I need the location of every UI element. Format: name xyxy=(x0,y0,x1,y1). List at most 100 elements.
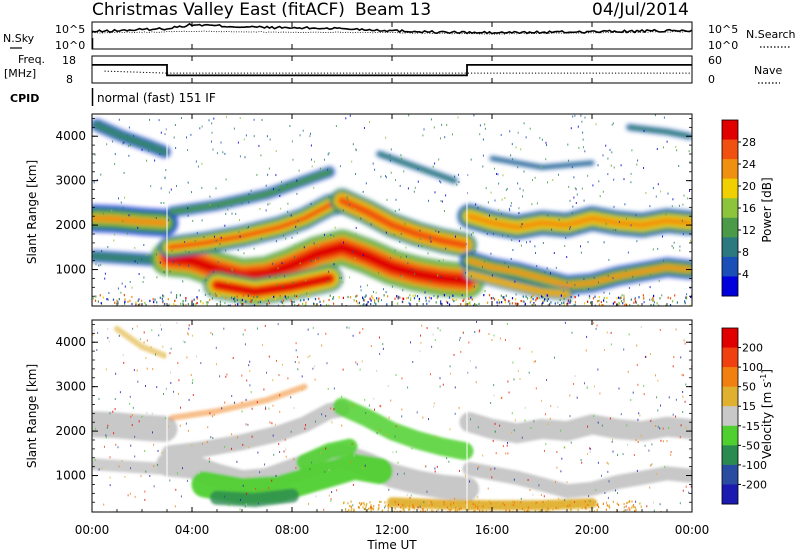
power-speck xyxy=(282,299,284,302)
power-speck xyxy=(131,295,133,299)
power-speck xyxy=(313,187,315,190)
power-speck xyxy=(649,205,651,208)
velocity-speck xyxy=(555,480,556,483)
velocity-speck xyxy=(675,415,676,418)
velocity-speck xyxy=(388,503,390,507)
power-speck xyxy=(463,298,465,301)
velocity-speck xyxy=(587,425,588,428)
velocity-speck xyxy=(357,506,360,509)
power-speck xyxy=(502,174,504,177)
velocity-speck xyxy=(345,508,347,511)
power-speck xyxy=(541,138,543,141)
power-speck xyxy=(508,207,510,210)
power-speck xyxy=(370,303,372,306)
power-speck xyxy=(583,146,584,149)
velocity-speck xyxy=(95,427,96,430)
velocity-speck xyxy=(215,346,217,349)
power-speck xyxy=(372,162,374,165)
velocity-speck xyxy=(458,407,460,409)
velocity-speck xyxy=(682,489,684,492)
power-speck xyxy=(418,299,420,302)
power-speck xyxy=(652,248,654,251)
velocity-speck xyxy=(145,470,147,473)
power-speck xyxy=(656,148,658,150)
velocity-speck xyxy=(507,452,509,455)
velocity-speck xyxy=(589,500,591,503)
power-speck xyxy=(457,116,459,119)
velocity-speck xyxy=(607,462,609,465)
velocity-band xyxy=(191,453,393,505)
velocity-speck xyxy=(428,418,429,421)
velocity-speck xyxy=(513,501,515,504)
power-speck xyxy=(127,138,128,141)
power-speck xyxy=(504,301,506,304)
velocity-speck xyxy=(314,378,316,381)
power-speck xyxy=(425,296,427,299)
velocity-speck xyxy=(469,501,471,504)
power-speck xyxy=(538,296,540,299)
power-speck xyxy=(170,291,172,294)
power-speck xyxy=(503,297,505,300)
velocity-speck xyxy=(323,508,325,511)
velocity-speck xyxy=(680,424,682,427)
power-speck xyxy=(121,282,123,285)
power-speck xyxy=(209,203,211,206)
velocity-speck xyxy=(287,377,289,380)
power-speck xyxy=(124,196,125,199)
power-speck xyxy=(345,117,347,120)
velocity-speck xyxy=(239,508,241,511)
velocity-speck xyxy=(471,507,473,510)
velocity-speck xyxy=(397,461,399,464)
power-speck xyxy=(399,240,401,243)
velocity-speck xyxy=(163,393,164,395)
power-speck xyxy=(514,280,516,283)
power-speck xyxy=(620,300,623,303)
velocity-speck xyxy=(610,343,612,346)
power-speck xyxy=(182,280,184,283)
power-speck xyxy=(370,299,372,302)
power-speck xyxy=(511,297,514,300)
power-speck xyxy=(266,300,268,303)
power-speck xyxy=(265,209,267,212)
velocity-speck xyxy=(388,488,390,491)
velocity-speck xyxy=(348,477,350,479)
velocity-speck xyxy=(364,507,366,510)
power-speck xyxy=(574,296,576,299)
power-speck xyxy=(167,304,169,306)
velocity-speck xyxy=(540,503,542,506)
power-speck xyxy=(315,259,317,262)
power-speck xyxy=(626,304,628,306)
power-speck xyxy=(211,235,213,238)
power-speck xyxy=(236,295,238,298)
power-speck xyxy=(623,303,626,306)
power-speck xyxy=(100,263,102,266)
velocity-speck xyxy=(256,327,258,330)
velocity-speck xyxy=(494,467,496,470)
velocity-speck xyxy=(330,407,332,410)
velocity-band xyxy=(92,411,178,442)
power-speck xyxy=(224,302,226,305)
power-speck xyxy=(504,262,506,264)
velocity-speck xyxy=(311,461,313,464)
velocity-speck xyxy=(584,506,586,509)
velocity-speck xyxy=(406,494,408,497)
velocity-speck xyxy=(594,500,597,503)
power-speck xyxy=(240,299,242,302)
velocity-speck xyxy=(268,487,270,489)
power-speck xyxy=(470,296,472,299)
velocity-speck xyxy=(109,456,111,459)
velocity-speck xyxy=(295,349,297,352)
velocity-speck xyxy=(584,500,586,503)
power-speck xyxy=(99,122,101,125)
velocity-speck xyxy=(449,510,451,512)
velocity-speck xyxy=(542,501,544,504)
power-speck xyxy=(667,296,669,299)
power-speck xyxy=(414,294,416,297)
power-speck xyxy=(179,263,181,266)
power-speck xyxy=(397,297,399,300)
power-speck xyxy=(148,149,150,152)
velocity-speck xyxy=(276,359,277,362)
power-speck xyxy=(328,195,330,198)
power-speck xyxy=(473,114,475,117)
power-speck xyxy=(158,119,160,122)
